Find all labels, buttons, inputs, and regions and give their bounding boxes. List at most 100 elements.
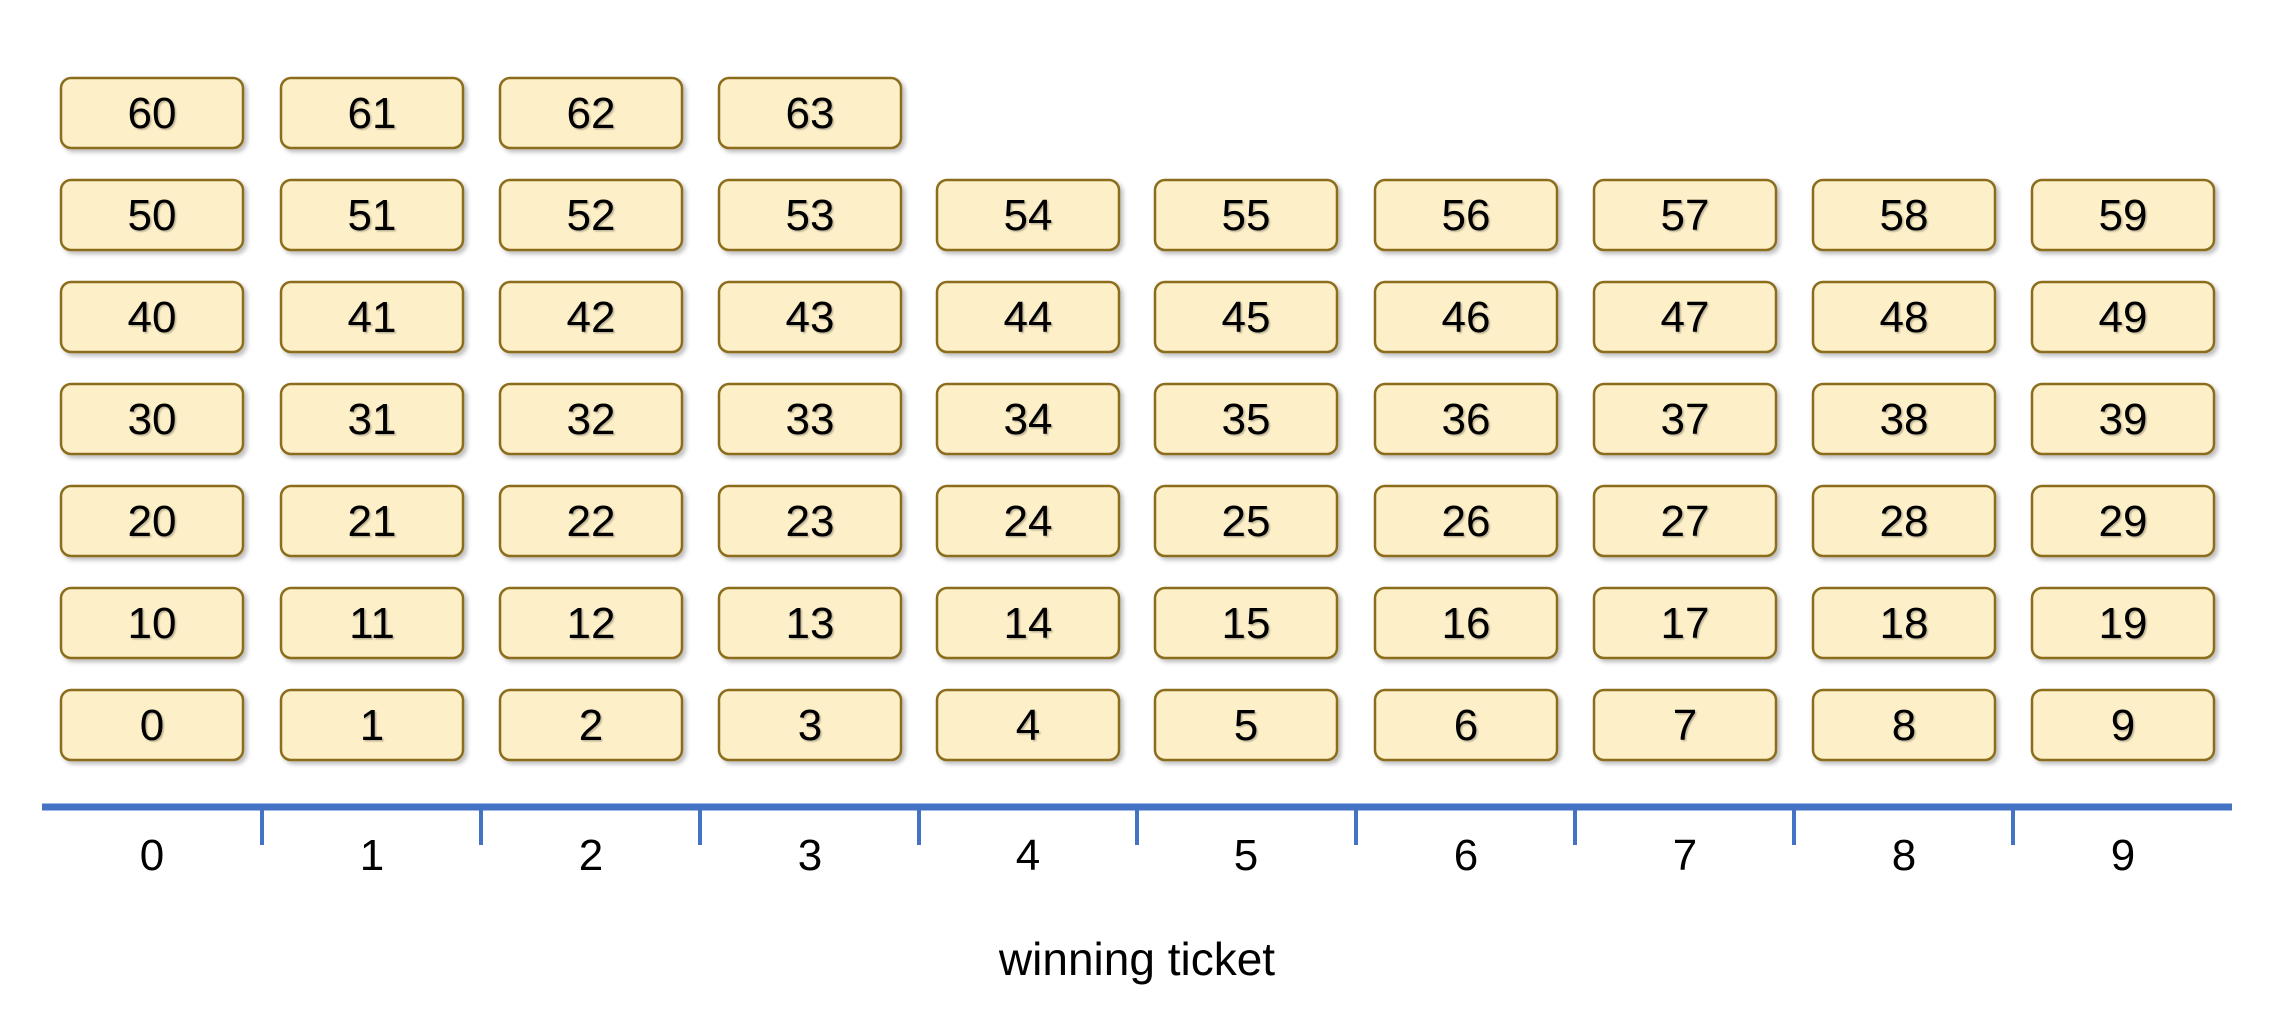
ticket-number: 34 (1004, 395, 1053, 444)
axis-label: 7 (1673, 831, 1697, 880)
ticket: 32 (498, 382, 684, 456)
ticket-box (717, 586, 903, 660)
ticket-number: 51 (348, 191, 397, 240)
ticket-box (1373, 280, 1559, 354)
ticket-number: 29 (2099, 497, 2148, 546)
ticket-box (59, 586, 245, 660)
ticket-box (2030, 382, 2216, 456)
ticket-box (935, 586, 1121, 660)
ticket-number: 17 (1661, 599, 1710, 648)
ticket: 20 (59, 484, 245, 558)
ticket-number: 23 (786, 497, 835, 546)
ticket: 56 (1373, 178, 1559, 252)
ticket-number: 53 (786, 191, 835, 240)
ticket-box (279, 484, 465, 558)
ticket: 59 (2030, 178, 2216, 252)
ticket-number: 21 (348, 497, 397, 546)
ticket-number: 3 (798, 701, 822, 750)
ticket: 11 (279, 586, 465, 660)
ticket-number: 16 (1442, 599, 1491, 648)
ticket-box (498, 586, 684, 660)
ticket: 5 (1153, 688, 1339, 762)
ticket-box (1153, 586, 1339, 660)
ticket-number: 62 (567, 89, 616, 138)
ticket-number: 47 (1661, 293, 1710, 342)
ticket: 44 (935, 280, 1121, 354)
ticket-box (1811, 688, 1997, 762)
ticket-number: 27 (1661, 497, 1710, 546)
ticket: 41 (279, 280, 465, 354)
ticket-number: 49 (2099, 293, 2148, 342)
ticket-box (1592, 688, 1778, 762)
ticket-box (717, 382, 903, 456)
ticket-box (498, 280, 684, 354)
ticket: 8 (1811, 688, 1997, 762)
ticket-number: 46 (1442, 293, 1491, 342)
ticket-box (1811, 382, 1997, 456)
ticket-number: 2 (579, 701, 603, 750)
ticket: 53 (717, 178, 903, 252)
ticket: 2 (498, 688, 684, 762)
ticket-box (279, 280, 465, 354)
ticket-box (59, 688, 245, 762)
ticket-box (1153, 688, 1339, 762)
ticket-number: 33 (786, 395, 835, 444)
ticket: 29 (2030, 484, 2216, 558)
ticket: 42 (498, 280, 684, 354)
ticket-number: 24 (1004, 497, 1053, 546)
ticket-number: 5 (1234, 701, 1258, 750)
ticket: 35 (1153, 382, 1339, 456)
ticket-box (498, 484, 684, 558)
ticket: 60 (59, 76, 245, 150)
ticket-number: 30 (128, 395, 177, 444)
ticket: 38 (1811, 382, 1997, 456)
axis-label: 4 (1016, 831, 1040, 880)
ticket-box (2030, 178, 2216, 252)
ticket-box (717, 688, 903, 762)
ticket-box (1373, 586, 1559, 660)
ticket: 15 (1153, 586, 1339, 660)
ticket: 43 (717, 280, 903, 354)
ticket-number: 48 (1880, 293, 1929, 342)
ticket: 4 (935, 688, 1121, 762)
ticket-box (1811, 178, 1997, 252)
ticket-box (59, 382, 245, 456)
ticket-number: 25 (1222, 497, 1271, 546)
ticket-box (279, 586, 465, 660)
ticket: 51 (279, 178, 465, 252)
ticket-box (2030, 484, 2216, 558)
ticket-box (717, 76, 903, 150)
ticket-number: 8 (1892, 701, 1916, 750)
ticket-number: 61 (348, 89, 397, 138)
ticket-box (1811, 484, 1997, 558)
ticket-number: 11 (349, 599, 395, 648)
ticket-number: 10 (128, 599, 177, 648)
ticket: 37 (1592, 382, 1778, 456)
ticket-number: 55 (1222, 191, 1271, 240)
ticket-number: 63 (786, 89, 835, 138)
ticket-box (1592, 484, 1778, 558)
ticket-box (717, 178, 903, 252)
ticket-number: 57 (1661, 191, 1710, 240)
ticket: 30 (59, 382, 245, 456)
ticket-box (279, 178, 465, 252)
ticket-number: 60 (128, 89, 177, 138)
ticket-number: 44 (1004, 293, 1053, 342)
ticket: 13 (717, 586, 903, 660)
ticket-box (1373, 178, 1559, 252)
ticket-box (935, 382, 1121, 456)
ticket-box (2030, 688, 2216, 762)
ticket-box (1811, 280, 1997, 354)
ticket-number: 58 (1880, 191, 1929, 240)
ticket-box (498, 382, 684, 456)
ticket: 47 (1592, 280, 1778, 354)
axis-label: 0 (140, 831, 164, 880)
ticket-number: 26 (1442, 497, 1491, 546)
ticket: 39 (2030, 382, 2216, 456)
ticket: 17 (1592, 586, 1778, 660)
ticket: 48 (1811, 280, 1997, 354)
ticket: 18 (1811, 586, 1997, 660)
ticket-number: 56 (1442, 191, 1491, 240)
ticket: 49 (2030, 280, 2216, 354)
